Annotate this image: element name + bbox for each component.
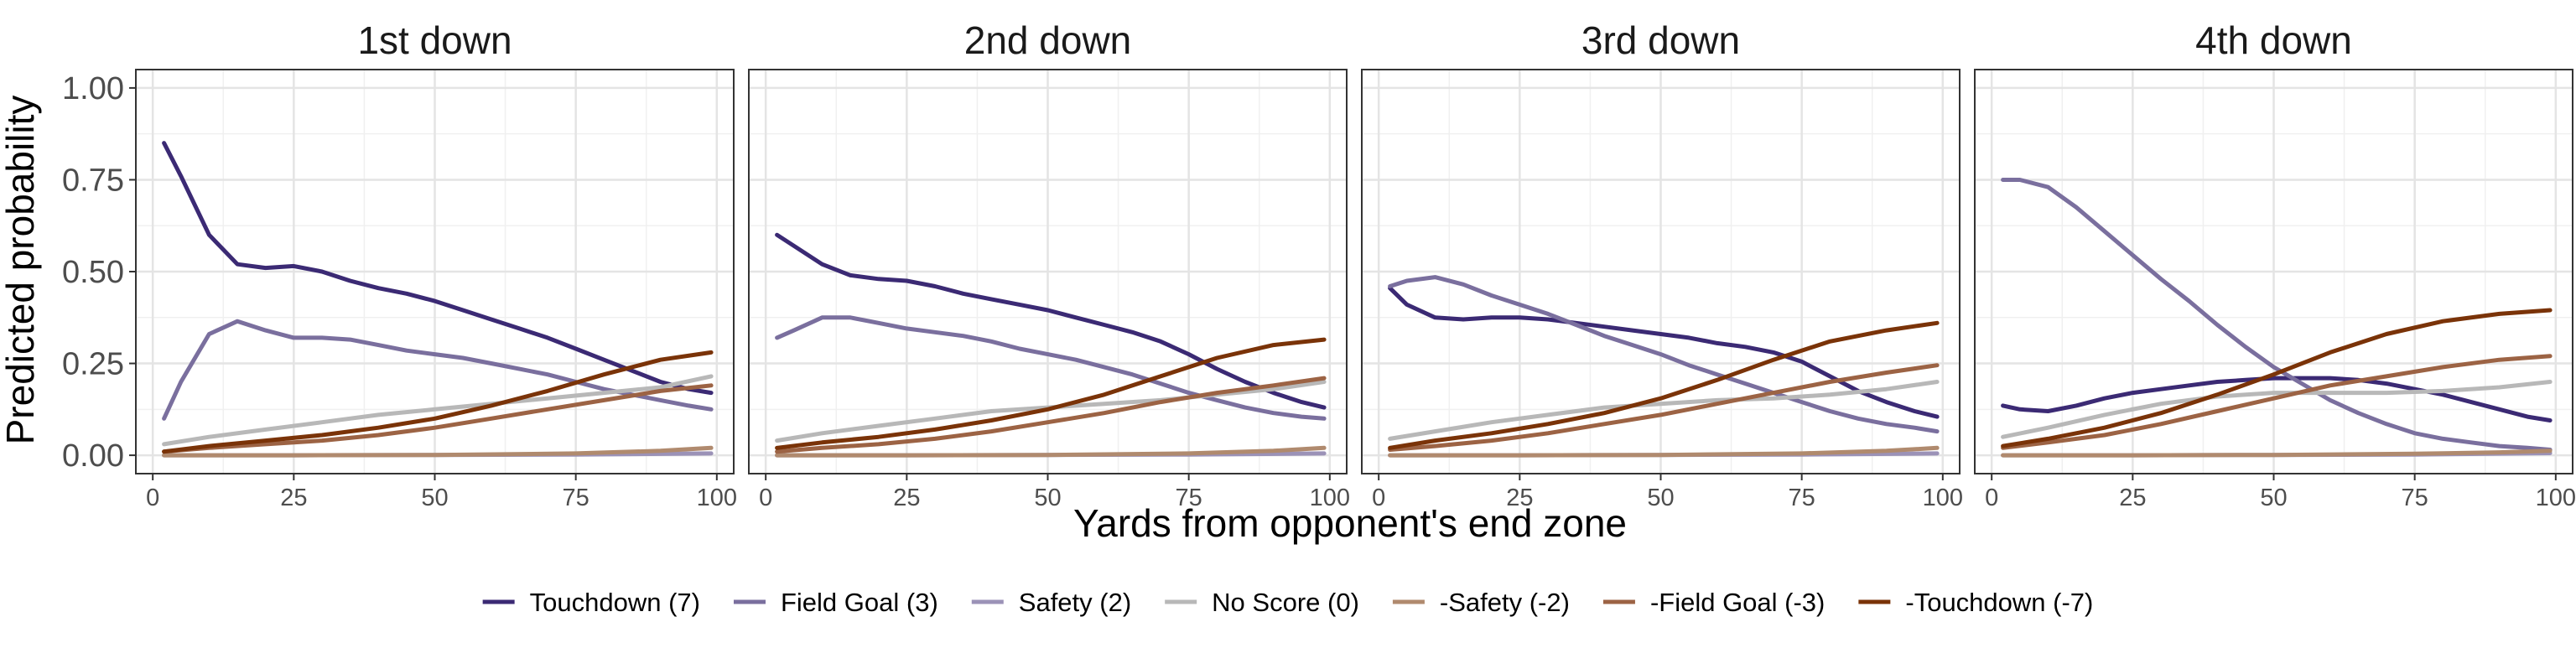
- series-line-safety-2: [162, 445, 714, 458]
- series-line-touchdown-7: [2001, 308, 2553, 448]
- x-tick-label: 0: [759, 485, 772, 511]
- legend-item-field-goal-3: Field Goal (3): [733, 588, 938, 617]
- legend-label: Touchdown (7): [530, 588, 700, 617]
- x-tick-label: 50: [2260, 485, 2287, 511]
- y-tick-label: 0.75: [62, 163, 124, 198]
- legend-label: Field Goal (3): [781, 588, 938, 617]
- panel-title: 4th down: [2195, 18, 2352, 62]
- series-line-touchdown-7: [1388, 320, 1940, 450]
- series-line-safety-2: [2001, 448, 2553, 458]
- legend-item-no-score-0: No Score (0): [1165, 588, 1359, 617]
- x-tick-label: 75: [563, 485, 589, 511]
- x-tick-label: 100: [1310, 485, 1350, 511]
- legend-item-safety-2: -Safety (-2): [1392, 588, 1570, 617]
- x-tick-label: 25: [1506, 485, 1533, 511]
- series-line-touchdown-7: [162, 141, 714, 396]
- panels: 1st down 0 25 50 75 100 0.00 0.25 0.50 0.75 1.00 2n…: [62, 18, 2576, 511]
- x-tick-label: 75: [2402, 485, 2428, 511]
- y-tick-label: 0.50: [62, 255, 124, 290]
- series-line-no-score-0: [2001, 380, 2553, 439]
- series-line-touchdown-7: [162, 350, 714, 454]
- panel-4: 4th down 0 25 50 75 100: [1974, 18, 2576, 511]
- y-tick-label: 0.00: [62, 438, 124, 474]
- panel-3: 3rd down 0 25 50 75 100: [1361, 18, 1963, 511]
- series-line-field-goal-3: [1388, 275, 1940, 434]
- series-line-field-goal-3: [775, 376, 1327, 454]
- legend-item-field-goal-3: -Field Goal (-3): [1602, 588, 1825, 617]
- x-tick-label: 25: [893, 485, 920, 511]
- legend-item-touchdown-7: Touchdown (7): [482, 588, 700, 617]
- panel-title: 3rd down: [1581, 18, 1740, 62]
- x-tick-label: 0: [146, 485, 159, 511]
- series-line-touchdown-7: [775, 232, 1327, 410]
- panel-title: 2nd down: [964, 18, 1132, 62]
- series-line-safety-2: [1388, 445, 1940, 458]
- series-line-safety-2: [775, 445, 1327, 458]
- legend-label: No Score (0): [1212, 588, 1359, 617]
- legend-label: Safety (2): [1019, 588, 1131, 617]
- x-tick-label: 75: [1789, 485, 1815, 511]
- x-tick-label: 50: [1647, 485, 1674, 511]
- series-line-field-goal-3: [162, 383, 714, 454]
- panel-2: 2nd down 0 25 50 75 100: [748, 18, 1350, 511]
- legend-label: -Touchdown (-7): [1905, 588, 2093, 617]
- series-line-touchdown-7: [2001, 376, 2553, 422]
- series-line-field-goal-3: [775, 315, 1327, 421]
- legend-label: -Safety (-2): [1440, 588, 1570, 617]
- y-tick-label: 0.25: [62, 347, 124, 382]
- legend: Touchdown (7) Field Goal (3) Safety (2) No …: [482, 588, 2093, 617]
- x-tick-label: 50: [421, 485, 448, 511]
- x-tick-label: 100: [1923, 485, 1963, 511]
- x-tick-label: 0: [1985, 485, 1998, 511]
- legend-item-touchdown-7: -Touchdown (-7): [1858, 588, 2093, 617]
- panel-1: 1st down 0 25 50 75 100 0.00 0.25 0.50 0.75 1.00: [62, 18, 737, 511]
- series-line-no-score-0: [162, 374, 714, 447]
- series-line-field-goal-3: [1388, 363, 1940, 452]
- y-tick-label: 1.00: [62, 71, 124, 106]
- x-tick-label: 75: [1176, 485, 1202, 511]
- panel-title: 1st down: [357, 18, 512, 62]
- x-tick-label: 0: [1372, 485, 1385, 511]
- y-axis-title: Predicted probability: [0, 96, 42, 445]
- series-line-field-goal-3: [2001, 178, 2553, 452]
- x-tick-label: 100: [2536, 485, 2576, 511]
- legend-label: -Field Goal (-3): [1650, 588, 1825, 617]
- series-line-touchdown-7: [1388, 286, 1940, 419]
- x-tick-label: 25: [2119, 485, 2146, 511]
- series-line-touchdown-7: [775, 337, 1327, 450]
- series-line-no-score-0: [1388, 380, 1940, 441]
- x-tick-label: 50: [1034, 485, 1061, 511]
- x-tick-label: 25: [280, 485, 307, 511]
- x-axis-title: Yards from opponent's end zone: [1073, 501, 1627, 545]
- x-tick-label: 100: [697, 485, 737, 511]
- series-line-field-goal-3: [2001, 354, 2553, 450]
- legend-item-safety-2: Safety (2): [971, 588, 1131, 617]
